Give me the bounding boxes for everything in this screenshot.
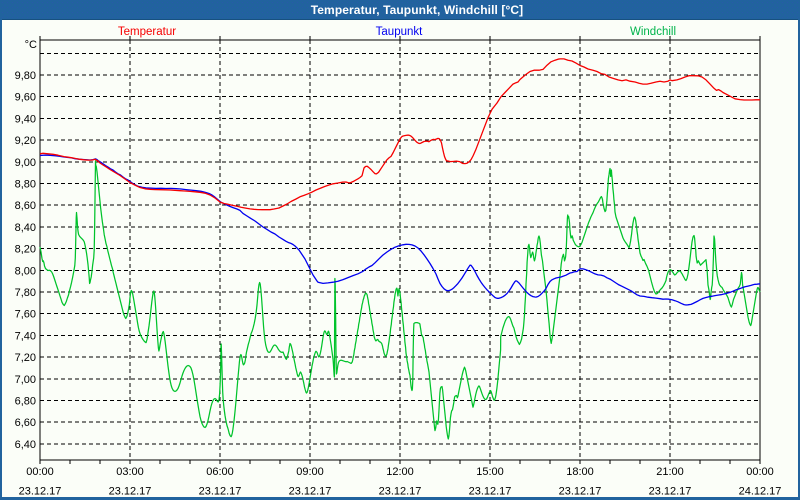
svg-text:8,80: 8,80 xyxy=(15,179,36,191)
svg-text:23.12.17: 23.12.17 xyxy=(469,486,512,498)
svg-text:03:00: 03:00 xyxy=(116,466,144,478)
svg-text:°C: °C xyxy=(25,39,37,51)
svg-text:8,20: 8,20 xyxy=(15,244,36,256)
svg-text:6,40: 6,40 xyxy=(15,439,36,451)
svg-text:24.12.17: 24.12.17 xyxy=(739,486,782,498)
svg-text:7,80: 7,80 xyxy=(15,287,36,299)
svg-text:23.12.17: 23.12.17 xyxy=(649,486,692,498)
svg-text:8,60: 8,60 xyxy=(15,200,36,212)
svg-text:8,40: 8,40 xyxy=(15,222,36,234)
svg-text:23.12.17: 23.12.17 xyxy=(199,486,242,498)
svg-text:12:00: 12:00 xyxy=(386,466,414,478)
svg-text:8,00: 8,00 xyxy=(15,265,36,277)
svg-text:23.12.17: 23.12.17 xyxy=(109,486,152,498)
svg-text:9,20: 9,20 xyxy=(15,135,36,147)
svg-text:09:00: 09:00 xyxy=(296,466,324,478)
svg-text:9,80: 9,80 xyxy=(15,70,36,82)
svg-text:6,60: 6,60 xyxy=(15,417,36,429)
svg-text:9,00: 9,00 xyxy=(15,157,36,169)
svg-text:23.12.17: 23.12.17 xyxy=(559,486,602,498)
svg-text:21:00: 21:00 xyxy=(656,466,684,478)
svg-text:7,60: 7,60 xyxy=(15,309,36,321)
svg-text:6,80: 6,80 xyxy=(15,396,36,408)
svg-text:23.12.17: 23.12.17 xyxy=(379,486,422,498)
svg-text:7,00: 7,00 xyxy=(15,374,36,386)
svg-text:9,60: 9,60 xyxy=(15,92,36,104)
svg-text:06:00: 06:00 xyxy=(206,466,234,478)
svg-text:18:00: 18:00 xyxy=(566,466,594,478)
svg-text:00:00: 00:00 xyxy=(746,466,774,478)
svg-text:9,40: 9,40 xyxy=(15,113,36,125)
svg-text:00:00: 00:00 xyxy=(26,466,54,478)
svg-text:23.12.17: 23.12.17 xyxy=(19,486,62,498)
svg-text:15:00: 15:00 xyxy=(476,466,504,478)
svg-text:23.12.17: 23.12.17 xyxy=(289,486,332,498)
svg-text:7,40: 7,40 xyxy=(15,330,36,342)
svg-text:7,20: 7,20 xyxy=(15,352,36,364)
